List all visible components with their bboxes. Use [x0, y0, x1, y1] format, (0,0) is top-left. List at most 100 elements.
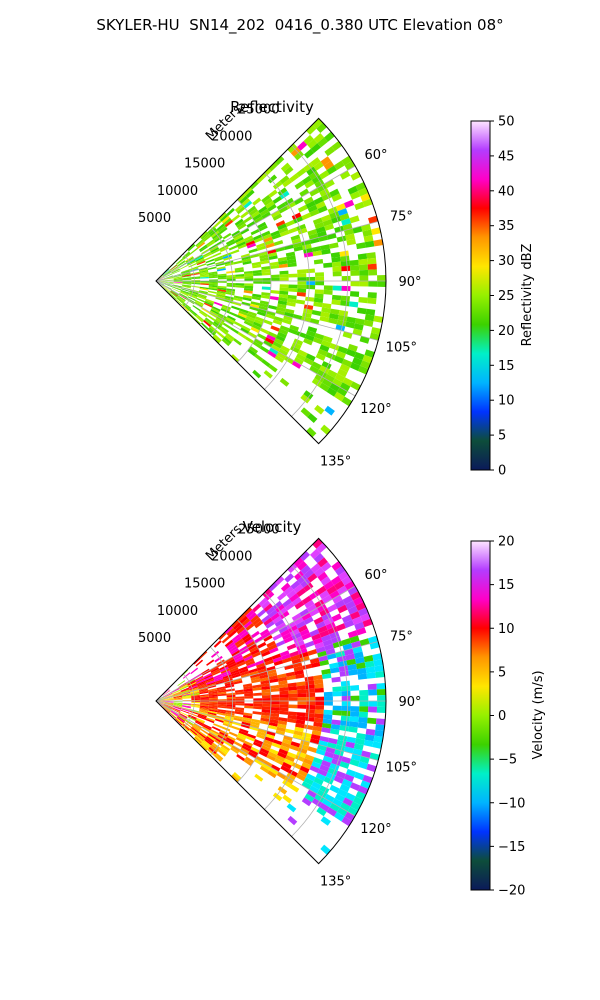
field-cell — [349, 362, 361, 371]
field-cell — [257, 641, 267, 649]
field-cell — [279, 290, 289, 295]
field-cell — [348, 669, 358, 676]
field-cell — [342, 595, 354, 605]
field-cell — [312, 337, 323, 345]
field-cell — [357, 673, 368, 680]
field-cell — [279, 650, 290, 657]
field-cell — [225, 238, 235, 245]
field-cell — [347, 663, 357, 671]
field-cell — [243, 215, 253, 224]
field-cell — [301, 632, 312, 641]
field-cell — [278, 625, 289, 634]
field-cell — [182, 284, 192, 287]
field-cell — [181, 692, 191, 696]
field-cell — [194, 721, 204, 727]
field-cell — [183, 253, 192, 260]
field-cell — [304, 334, 315, 342]
field-cell — [320, 816, 331, 826]
field-cell — [234, 204, 244, 213]
field-cell — [262, 168, 272, 178]
field-cell — [207, 226, 216, 234]
field-cell — [207, 240, 216, 248]
range-tick-label: 20000 — [211, 550, 252, 565]
azimuth-tick-label: 105° — [386, 761, 417, 776]
field-cell — [358, 365, 369, 375]
field-cell — [267, 331, 278, 339]
field-cell — [316, 369, 328, 379]
field-cell — [176, 717, 184, 724]
field-cell — [304, 179, 315, 189]
field-cell — [331, 299, 341, 306]
field-cell — [194, 675, 204, 681]
field-cell — [244, 273, 254, 277]
field-cell — [284, 602, 295, 611]
field-cell — [244, 657, 255, 664]
field-cell — [263, 197, 273, 206]
field-cell — [185, 720, 194, 727]
field-cell — [244, 318, 255, 325]
field-cell — [287, 682, 297, 688]
field-cell — [294, 640, 305, 648]
azimuth-tick-label: 105° — [386, 341, 417, 356]
field-cell — [295, 353, 306, 362]
field-cell — [320, 576, 331, 586]
field-cell — [250, 326, 260, 334]
field-cell — [307, 138, 318, 149]
field-cell — [277, 676, 288, 682]
field-cell — [162, 269, 171, 276]
field-cell — [193, 657, 201, 665]
field-cell — [304, 640, 315, 648]
field-cell — [365, 728, 376, 736]
field-cell — [314, 641, 325, 650]
field-cell — [261, 762, 271, 771]
field-cell — [315, 272, 325, 277]
field-cell — [170, 265, 179, 272]
field-cell — [197, 714, 207, 719]
field-cell — [289, 744, 300, 752]
field-cell — [232, 678, 243, 683]
colorbar-tick-label: 0 — [498, 709, 506, 724]
field-cell — [188, 263, 197, 268]
field-cell — [197, 733, 206, 740]
field-cell — [362, 774, 373, 784]
field-cell — [190, 705, 200, 708]
field-cell — [315, 705, 325, 710]
field-cell — [173, 281, 183, 283]
field-cell — [329, 784, 340, 794]
field-cell — [164, 279, 174, 281]
field-cell — [252, 321, 263, 328]
field-cell — [210, 744, 220, 752]
field-cell — [311, 175, 322, 184]
field-cell — [234, 709, 244, 713]
field-cell — [164, 273, 173, 278]
field-cell — [306, 603, 317, 613]
field-cell — [364, 660, 375, 668]
field-cell — [315, 646, 326, 654]
field-cell — [189, 266, 199, 271]
field-cell — [291, 342, 302, 350]
field-cell — [336, 739, 347, 747]
field-cell — [281, 742, 291, 749]
field-cell — [208, 285, 218, 288]
field-cell — [162, 706, 170, 713]
field-cell — [276, 771, 287, 780]
field-cell — [217, 704, 227, 707]
field-cell — [353, 323, 364, 331]
field-cell — [199, 710, 208, 714]
field-cell — [290, 234, 301, 241]
field-cell — [268, 675, 278, 681]
field-cell — [282, 318, 292, 325]
field-cell — [206, 261, 216, 266]
field-cell — [231, 634, 241, 642]
field-cell — [195, 718, 205, 724]
field-cell — [329, 308, 340, 315]
field-cell — [329, 313, 339, 320]
field-cell — [279, 230, 290, 237]
field-cell — [320, 561, 332, 572]
field-cell — [314, 293, 324, 299]
field-cell — [265, 242, 275, 249]
field-cell — [234, 638, 244, 646]
field-cell — [307, 326, 318, 333]
field-cell — [208, 271, 218, 275]
field-cell — [358, 258, 368, 266]
